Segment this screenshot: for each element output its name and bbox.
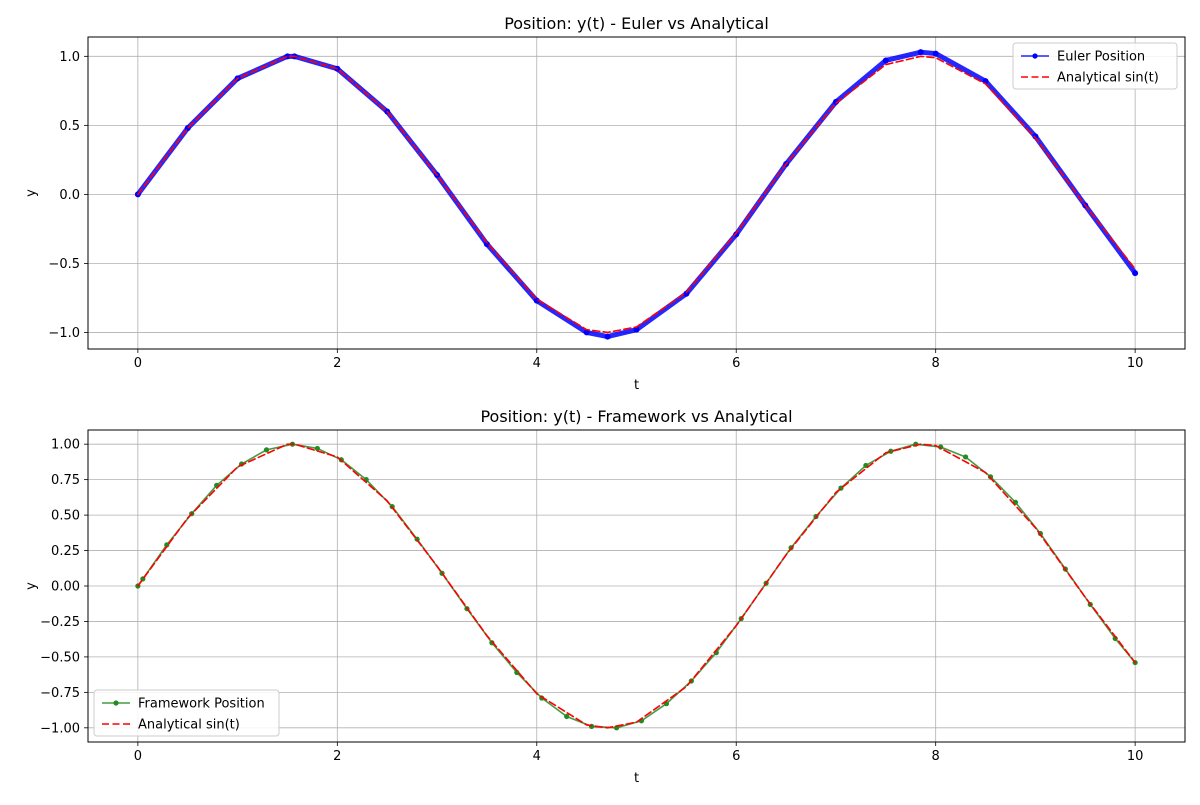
y-tick-label: 1.00: [51, 438, 80, 453]
data-point-framework-position: [987, 474, 994, 480]
x-tick-label: 8: [932, 356, 940, 371]
data-point-framework-position: [514, 669, 520, 676]
data-point-euler-position: [633, 326, 640, 333]
x-tick-label: 4: [533, 749, 541, 764]
x-axis-label: t: [634, 771, 639, 786]
legend: Framework Position Analytical sin(t): [93, 689, 280, 737]
x-tick-label: 2: [333, 749, 341, 764]
legend-marker: [113, 700, 119, 706]
legend-label: Euler Position: [1057, 50, 1145, 65]
y-axis-label: y: [24, 582, 39, 590]
x-tick-label: 6: [732, 356, 740, 371]
data-point-euler-position: [932, 50, 939, 57]
y-tick-label: −0.50: [40, 650, 80, 665]
data-point-euler-position: [583, 329, 590, 336]
y-tick-label: 0.25: [51, 544, 80, 559]
data-point-euler-position: [604, 333, 611, 340]
data-point-framework-position: [263, 447, 270, 453]
x-tick-label: 0: [134, 356, 142, 371]
y-tick-label: −0.25: [40, 615, 80, 630]
plot-area: [88, 37, 1185, 349]
x-axis-label: t: [634, 378, 639, 393]
chart-1: 0 2 4 6 8 10 −1.0 −0.5 0.0 0.5 1.0 Position: y(t) -…: [24, 14, 1186, 393]
data-point-euler-position: [533, 297, 540, 304]
chart-title: Position: y(t) - Euler vs Analytical: [504, 14, 769, 33]
y-tick-label: 0.0: [59, 188, 80, 203]
y-tick-label: 0.50: [51, 509, 80, 524]
x-tick-label: 6: [732, 749, 740, 764]
legend-marker: [1032, 53, 1038, 59]
x-tick-label: 2: [333, 356, 341, 371]
series-line-analytical-sin-t: [137, 55, 1136, 334]
chart-title: Position: y(t) - Framework vs Analytical: [480, 407, 792, 426]
x-tick-label: 4: [533, 356, 541, 371]
x-tick-label: 8: [932, 749, 940, 764]
legend-box: [1012, 42, 1178, 90]
data-point-euler-position: [1132, 270, 1139, 277]
x-tick-label: 0: [134, 749, 142, 764]
legend-label: Framework Position: [138, 697, 265, 712]
y-tick-label: 0.5: [59, 119, 80, 134]
series-line-analytical-sin-t: [137, 443, 1136, 729]
data-point-euler-position: [882, 57, 889, 64]
y-tick-label: −1.0: [48, 326, 80, 341]
data-point-framework-position: [963, 454, 969, 460]
legend-label: Analytical sin(t): [1057, 71, 1159, 86]
data-point-framework-position: [164, 542, 170, 548]
plot-frame: [87, 429, 1186, 743]
legend: Euler Position Analytical sin(t): [1012, 42, 1178, 90]
data-point-euler-position: [683, 290, 690, 297]
y-tick-label: −0.5: [48, 257, 80, 272]
legend-box: [93, 689, 280, 737]
y-axis-label: y: [24, 189, 39, 197]
data-point-euler-position: [917, 49, 924, 56]
data-point-framework-position: [314, 445, 320, 452]
chart-2: 0 2 4 6 8 10 −1.00 −0.75 −0.50 −0.25 0.00 0.25 0.50 0…: [24, 407, 1186, 786]
y-tick-label: 0.75: [51, 473, 80, 488]
data-point-framework-position: [564, 713, 570, 720]
data-point-euler-position: [483, 241, 490, 248]
y-tick-label: 0.00: [51, 580, 80, 595]
plot-frame: [87, 36, 1186, 350]
y-tick-label: 1.0: [59, 50, 80, 65]
y-tick-label: −1.00: [40, 721, 80, 736]
y-tick-label: −0.75: [40, 686, 80, 701]
data-point-euler-position: [832, 98, 839, 105]
data-point-euler-position: [1032, 133, 1039, 140]
x-tick-label: 10: [1127, 749, 1144, 764]
legend-label: Analytical sin(t): [138, 718, 240, 733]
x-tick-label: 10: [1127, 356, 1144, 371]
